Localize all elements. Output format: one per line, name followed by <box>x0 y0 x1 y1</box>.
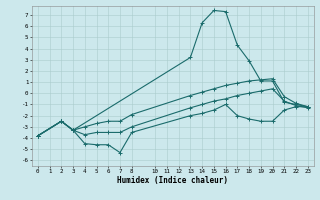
X-axis label: Humidex (Indice chaleur): Humidex (Indice chaleur) <box>117 176 228 185</box>
